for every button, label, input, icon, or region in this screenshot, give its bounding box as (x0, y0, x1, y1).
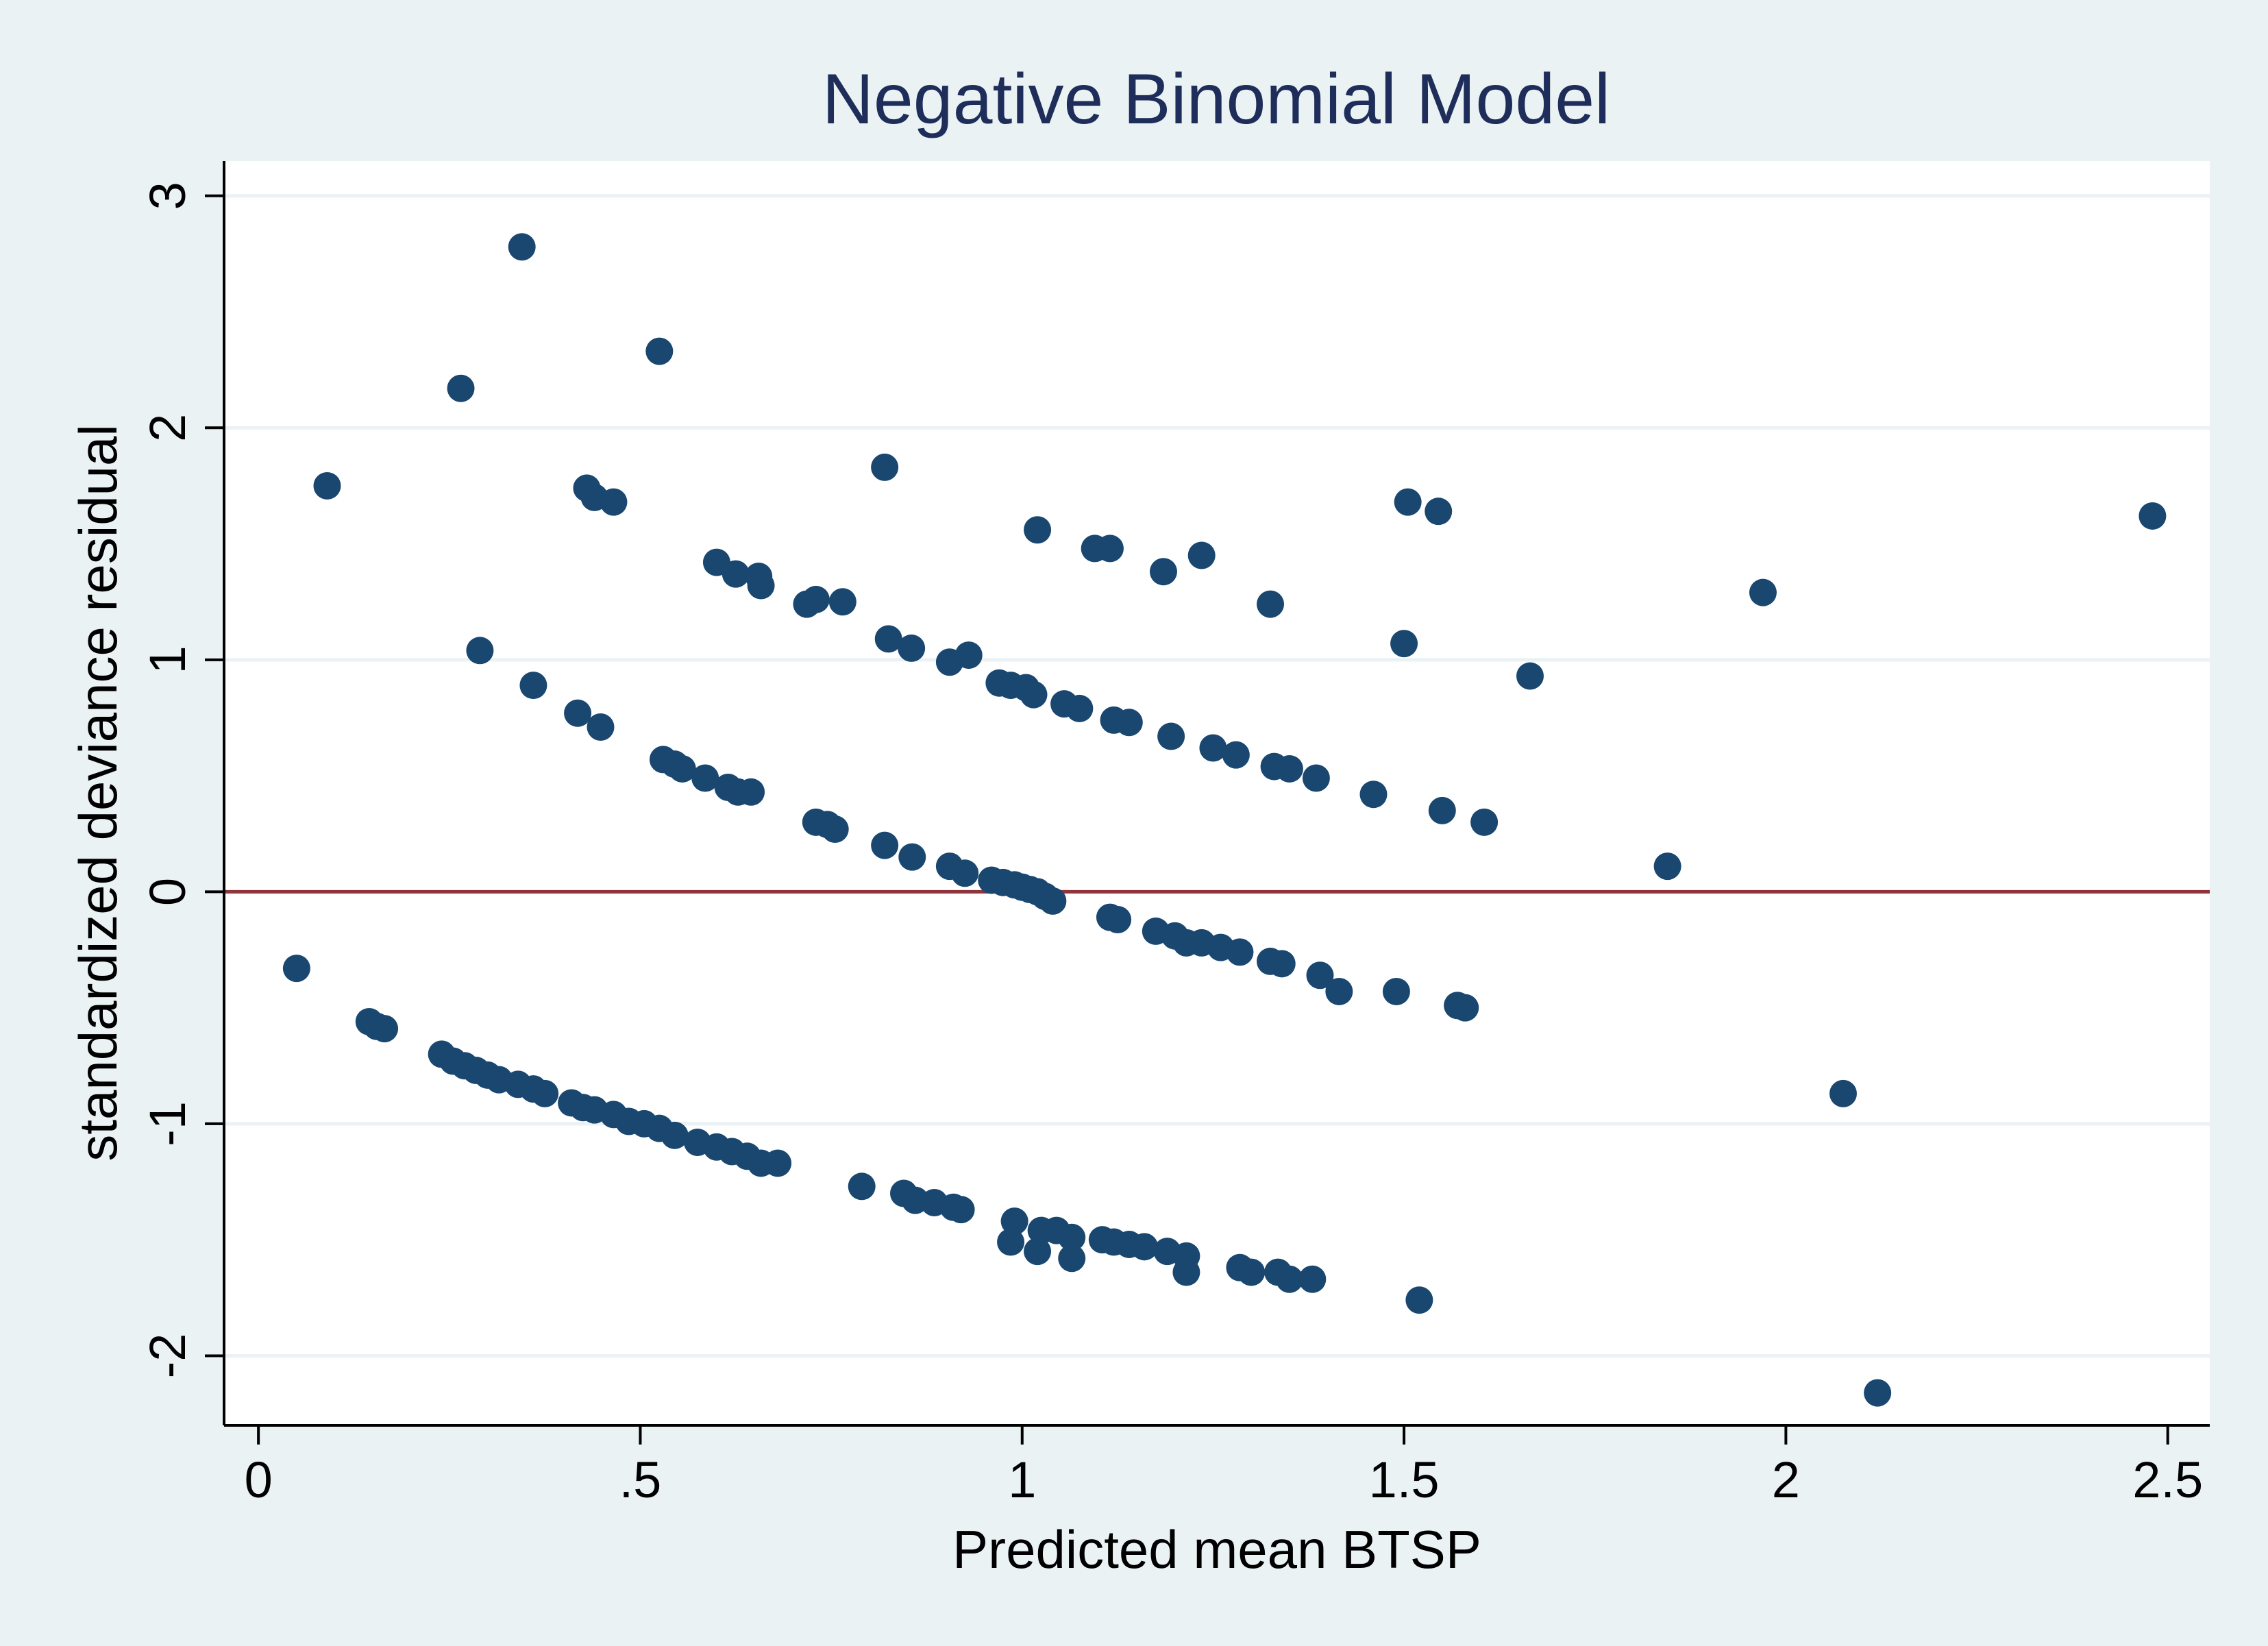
y-tick-label: 3 (139, 182, 196, 210)
data-point (1653, 852, 1681, 881)
data-point (1451, 994, 1479, 1022)
x-tick-label: .5 (619, 1451, 662, 1508)
data-point (371, 1015, 399, 1043)
data-point (1275, 1265, 1303, 1293)
data-point (1157, 722, 1185, 750)
data-point (1131, 1233, 1159, 1261)
data-point (1428, 796, 1456, 824)
data-point (1237, 1258, 1266, 1286)
data-point (821, 815, 849, 843)
data-point (1020, 680, 1048, 709)
data-point (1325, 977, 1353, 1005)
data-point (1302, 764, 1330, 792)
data-point (519, 672, 547, 700)
data-point (1149, 558, 1177, 586)
data-point (668, 754, 696, 783)
data-point (1470, 808, 1499, 836)
data-point (871, 453, 899, 481)
x-tick-label: 0 (245, 1451, 273, 1508)
data-point (1394, 488, 1422, 516)
data-point (898, 634, 926, 662)
y-tick-label: 0 (139, 878, 196, 906)
data-point (1058, 1223, 1086, 1251)
data-point (531, 1079, 559, 1107)
data-point (848, 1172, 876, 1201)
data-points (282, 233, 2167, 1407)
data-point (1829, 1079, 1857, 1107)
data-point (1058, 1244, 1086, 1273)
plot-area (224, 161, 2210, 1425)
data-point (282, 955, 310, 983)
data-point (447, 374, 475, 402)
data-point (802, 585, 830, 613)
y-axis-ticks: -2 -1 0 1 2 3 (139, 182, 224, 1378)
data-point (871, 831, 899, 859)
data-point (947, 1196, 975, 1224)
data-point (1359, 781, 1388, 809)
data-point (1115, 709, 1143, 737)
data-point (313, 471, 341, 500)
data-point (1187, 541, 1216, 569)
data-point (874, 625, 902, 653)
x-tick-label: 2 (1772, 1451, 1800, 1508)
data-point (1065, 694, 1094, 722)
data-point (1405, 1286, 1433, 1314)
data-point (997, 1228, 1025, 1256)
data-point (951, 859, 979, 887)
x-tick-label: 2.5 (2132, 1451, 2203, 1508)
x-axis-label: Predicted mean BTSP (952, 1519, 1481, 1580)
data-point (1104, 906, 1132, 933)
x-tick-label: 1 (1008, 1451, 1036, 1508)
data-point (466, 637, 494, 665)
data-point (600, 488, 628, 516)
data-point (1298, 1265, 1327, 1293)
data-point (1749, 578, 1777, 606)
data-point (1382, 977, 1410, 1005)
data-point (764, 1149, 792, 1177)
y-axis-label: standardized deviance residual (68, 424, 128, 1161)
data-point (691, 764, 719, 792)
data-point (1275, 754, 1303, 783)
data-point (828, 588, 856, 616)
data-point (1226, 938, 1254, 966)
data-point (1024, 1238, 1052, 1266)
data-point (1024, 516, 1052, 544)
data-point (564, 699, 592, 727)
gridlines (224, 194, 2210, 1358)
data-point (954, 641, 983, 670)
data-point (508, 233, 536, 261)
data-point (722, 560, 750, 588)
data-point (1199, 734, 1227, 762)
data-point (1172, 1258, 1200, 1286)
data-point (737, 778, 765, 806)
data-point (1864, 1379, 1892, 1407)
data-point (1000, 1207, 1028, 1236)
data-point (1390, 630, 1418, 658)
data-point (645, 337, 674, 365)
x-tick-label: 1.5 (1369, 1451, 1440, 1508)
data-point (747, 572, 775, 600)
data-point (587, 713, 615, 741)
data-point (898, 843, 926, 871)
data-point (2138, 502, 2167, 530)
y-tick-label: 1 (139, 646, 196, 674)
data-point (1222, 741, 1250, 769)
data-point (1516, 662, 1544, 690)
data-point (1306, 961, 1334, 990)
data-point (1268, 950, 1296, 978)
y-tick-label: -1 (139, 1101, 196, 1146)
y-tick-label: -2 (139, 1334, 196, 1379)
data-point (661, 1121, 689, 1149)
data-point (1096, 535, 1124, 563)
data-point (1039, 887, 1067, 915)
data-point (1257, 590, 1285, 618)
chart-title: Negative Binomial Model (822, 60, 1610, 139)
data-point (1425, 498, 1453, 526)
y-tick-label: 2 (139, 414, 196, 442)
x-axis-ticks: 0 .5 1 1.5 2 2.5 (245, 1425, 2203, 1508)
